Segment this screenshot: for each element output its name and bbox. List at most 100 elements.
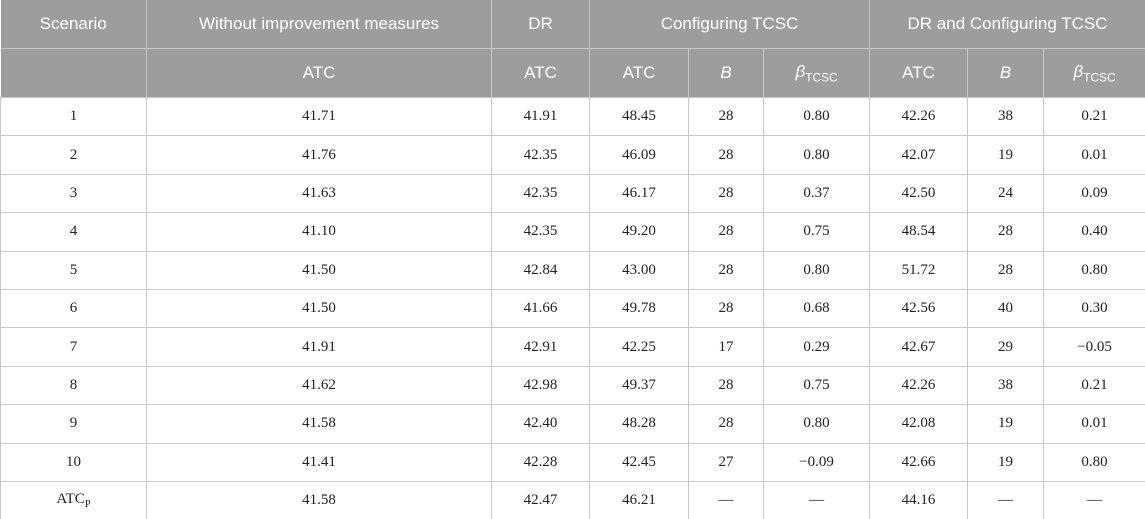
data-cell: 28 [688, 96, 764, 137]
subheader-cell: ATC [869, 48, 969, 98]
data-cell: 41.10 [146, 212, 492, 252]
data-cell: 28 [688, 365, 764, 406]
data-cell: 49.37 [589, 365, 689, 406]
data-row: 2 41.76 42.35 46.09 28 0.80 42.07 19 0.01 [0, 135, 1145, 175]
data-row: 7 41.91 42.91 42.25 17 0.29 42.67 29 −0.05 [0, 327, 1145, 367]
data-cell: 41.76 [146, 135, 492, 175]
data-cell: 42.25 [589, 327, 689, 367]
data-cell: 0.09 [1043, 173, 1145, 214]
data-cell: 0.01 [1043, 404, 1145, 444]
cell-text: ATC [56, 491, 85, 508]
data-cell: 42.98 [491, 365, 590, 406]
data-cell: — [1043, 480, 1145, 519]
data-cell: 28 [967, 212, 1045, 252]
data-cell: 0.80 [762, 135, 871, 175]
table-header: Scenario Without improvement measures DR Co… [0, 0, 1145, 98]
data-cell: 17 [688, 327, 764, 367]
data-cell: 28 [688, 404, 764, 444]
data-cell: −0.09 [762, 442, 871, 482]
data-cell: 42.35 [491, 135, 590, 175]
data-row: 5 41.50 42.84 43.00 28 0.80 51.72 28 0.80 [0, 250, 1145, 290]
data-row: 6 41.50 41.66 49.78 28 0.68 42.56 40 0.30 [0, 288, 1145, 329]
data-cell: 48.45 [589, 96, 689, 137]
data-cell: 42.47 [491, 480, 590, 519]
cell-text: β [795, 61, 806, 81]
data-cell: 49.20 [589, 212, 689, 252]
row-label: 1 [0, 96, 147, 137]
row-label: 2 [0, 135, 147, 175]
data-cell: 41.63 [146, 173, 492, 214]
subheader-cell: ATC [491, 48, 590, 98]
data-cell: 46.09 [589, 135, 689, 175]
data-cell: 28 [688, 212, 764, 252]
data-cell: 40 [967, 288, 1045, 329]
data-cell: 29 [967, 327, 1045, 367]
data-cell: 41.62 [146, 365, 492, 406]
data-cell: — [762, 480, 871, 519]
data-cell: 28 [688, 135, 764, 175]
data-cell: 41.50 [146, 250, 492, 290]
data-cell: 0.21 [1043, 365, 1145, 406]
data-cell: 42.28 [491, 442, 590, 482]
data-cell: 48.28 [589, 404, 689, 444]
row-label: 6 [0, 288, 147, 329]
data-cell: 41.58 [146, 404, 492, 444]
data-cell: 0.75 [762, 365, 871, 406]
row-label: 3 [0, 173, 147, 214]
data-cell: 0.80 [762, 250, 871, 290]
data-cell: 0.01 [1043, 135, 1145, 175]
data-cell: 0.80 [1043, 250, 1145, 290]
data-cell: 0.68 [762, 288, 871, 329]
data-cell: 42.26 [869, 365, 969, 406]
data-cell: 48.54 [869, 212, 969, 252]
data-cell: 0.80 [1043, 442, 1145, 482]
data-row: 10 41.41 42.28 42.45 27 −0.09 42.66 19 0.80 [0, 442, 1145, 482]
subheader-cell: B [688, 48, 764, 98]
data-cell: 28 [967, 250, 1045, 290]
data-cell: 0.29 [762, 327, 871, 367]
data-cell: 42.08 [869, 404, 969, 444]
header-cell: Scenario [0, 0, 147, 49]
header-cell: Configuring TCSC [589, 0, 871, 49]
data-cell: 42.07 [869, 135, 969, 175]
data-cell: 41.58 [146, 480, 492, 519]
data-cell: 42.91 [491, 327, 590, 367]
data-cell: 0.37 [762, 173, 871, 214]
data-row: 8 41.62 42.98 49.37 28 0.75 42.26 38 0.21 [0, 365, 1145, 406]
data-cell: 0.75 [762, 212, 871, 252]
subheader-cell: B [967, 48, 1045, 98]
row-label: 4 [0, 212, 147, 252]
data-cell: 42.40 [491, 404, 590, 444]
data-cell: 41.91 [146, 327, 492, 367]
row-label: 8 [0, 365, 147, 406]
data-cell: 42.67 [869, 327, 969, 367]
row-label: 10 [0, 442, 147, 482]
data-cell: 42.26 [869, 96, 969, 137]
data-cell: 44.16 [869, 480, 969, 519]
data-cell: −0.05 [1043, 327, 1145, 367]
data-cell: 0.80 [762, 96, 871, 137]
data-cell: 19 [967, 135, 1045, 175]
data-cell: 19 [967, 404, 1045, 444]
data-cell: 28 [688, 288, 764, 329]
subheader-cell: βTCSC [763, 48, 871, 98]
table-body: 1 41.71 41.91 48.45 28 0.80 42.26 38 0.21 2 41.76 4… [0, 96, 1145, 519]
row-label: 9 [0, 404, 147, 444]
data-cell: 0.40 [1043, 212, 1145, 252]
cell-text: β [1073, 61, 1084, 81]
data-cell: 41.91 [491, 96, 590, 137]
data-row: ATCP 41.58 42.47 46.21— —44.16— — [0, 480, 1145, 519]
data-cell: 42.35 [491, 173, 590, 214]
header-row: Scenario Without improvement measures DR Co… [0, 0, 1145, 49]
data-cell: — [967, 480, 1045, 519]
header-cell: DR and Configuring TCSC [869, 0, 1145, 49]
cell-subscript: P [84, 499, 91, 511]
data-row: 9 41.58 42.40 48.28 28 0.80 42.08 19 0.01 [0, 404, 1145, 444]
data-cell: 28 [688, 250, 764, 290]
data-row: 1 41.71 41.91 48.45 28 0.80 42.26 38 0.21 [0, 96, 1145, 137]
data-cell: 0.21 [1043, 96, 1145, 137]
data-cell: 42.35 [491, 212, 590, 252]
data-cell: 42.66 [869, 442, 969, 482]
